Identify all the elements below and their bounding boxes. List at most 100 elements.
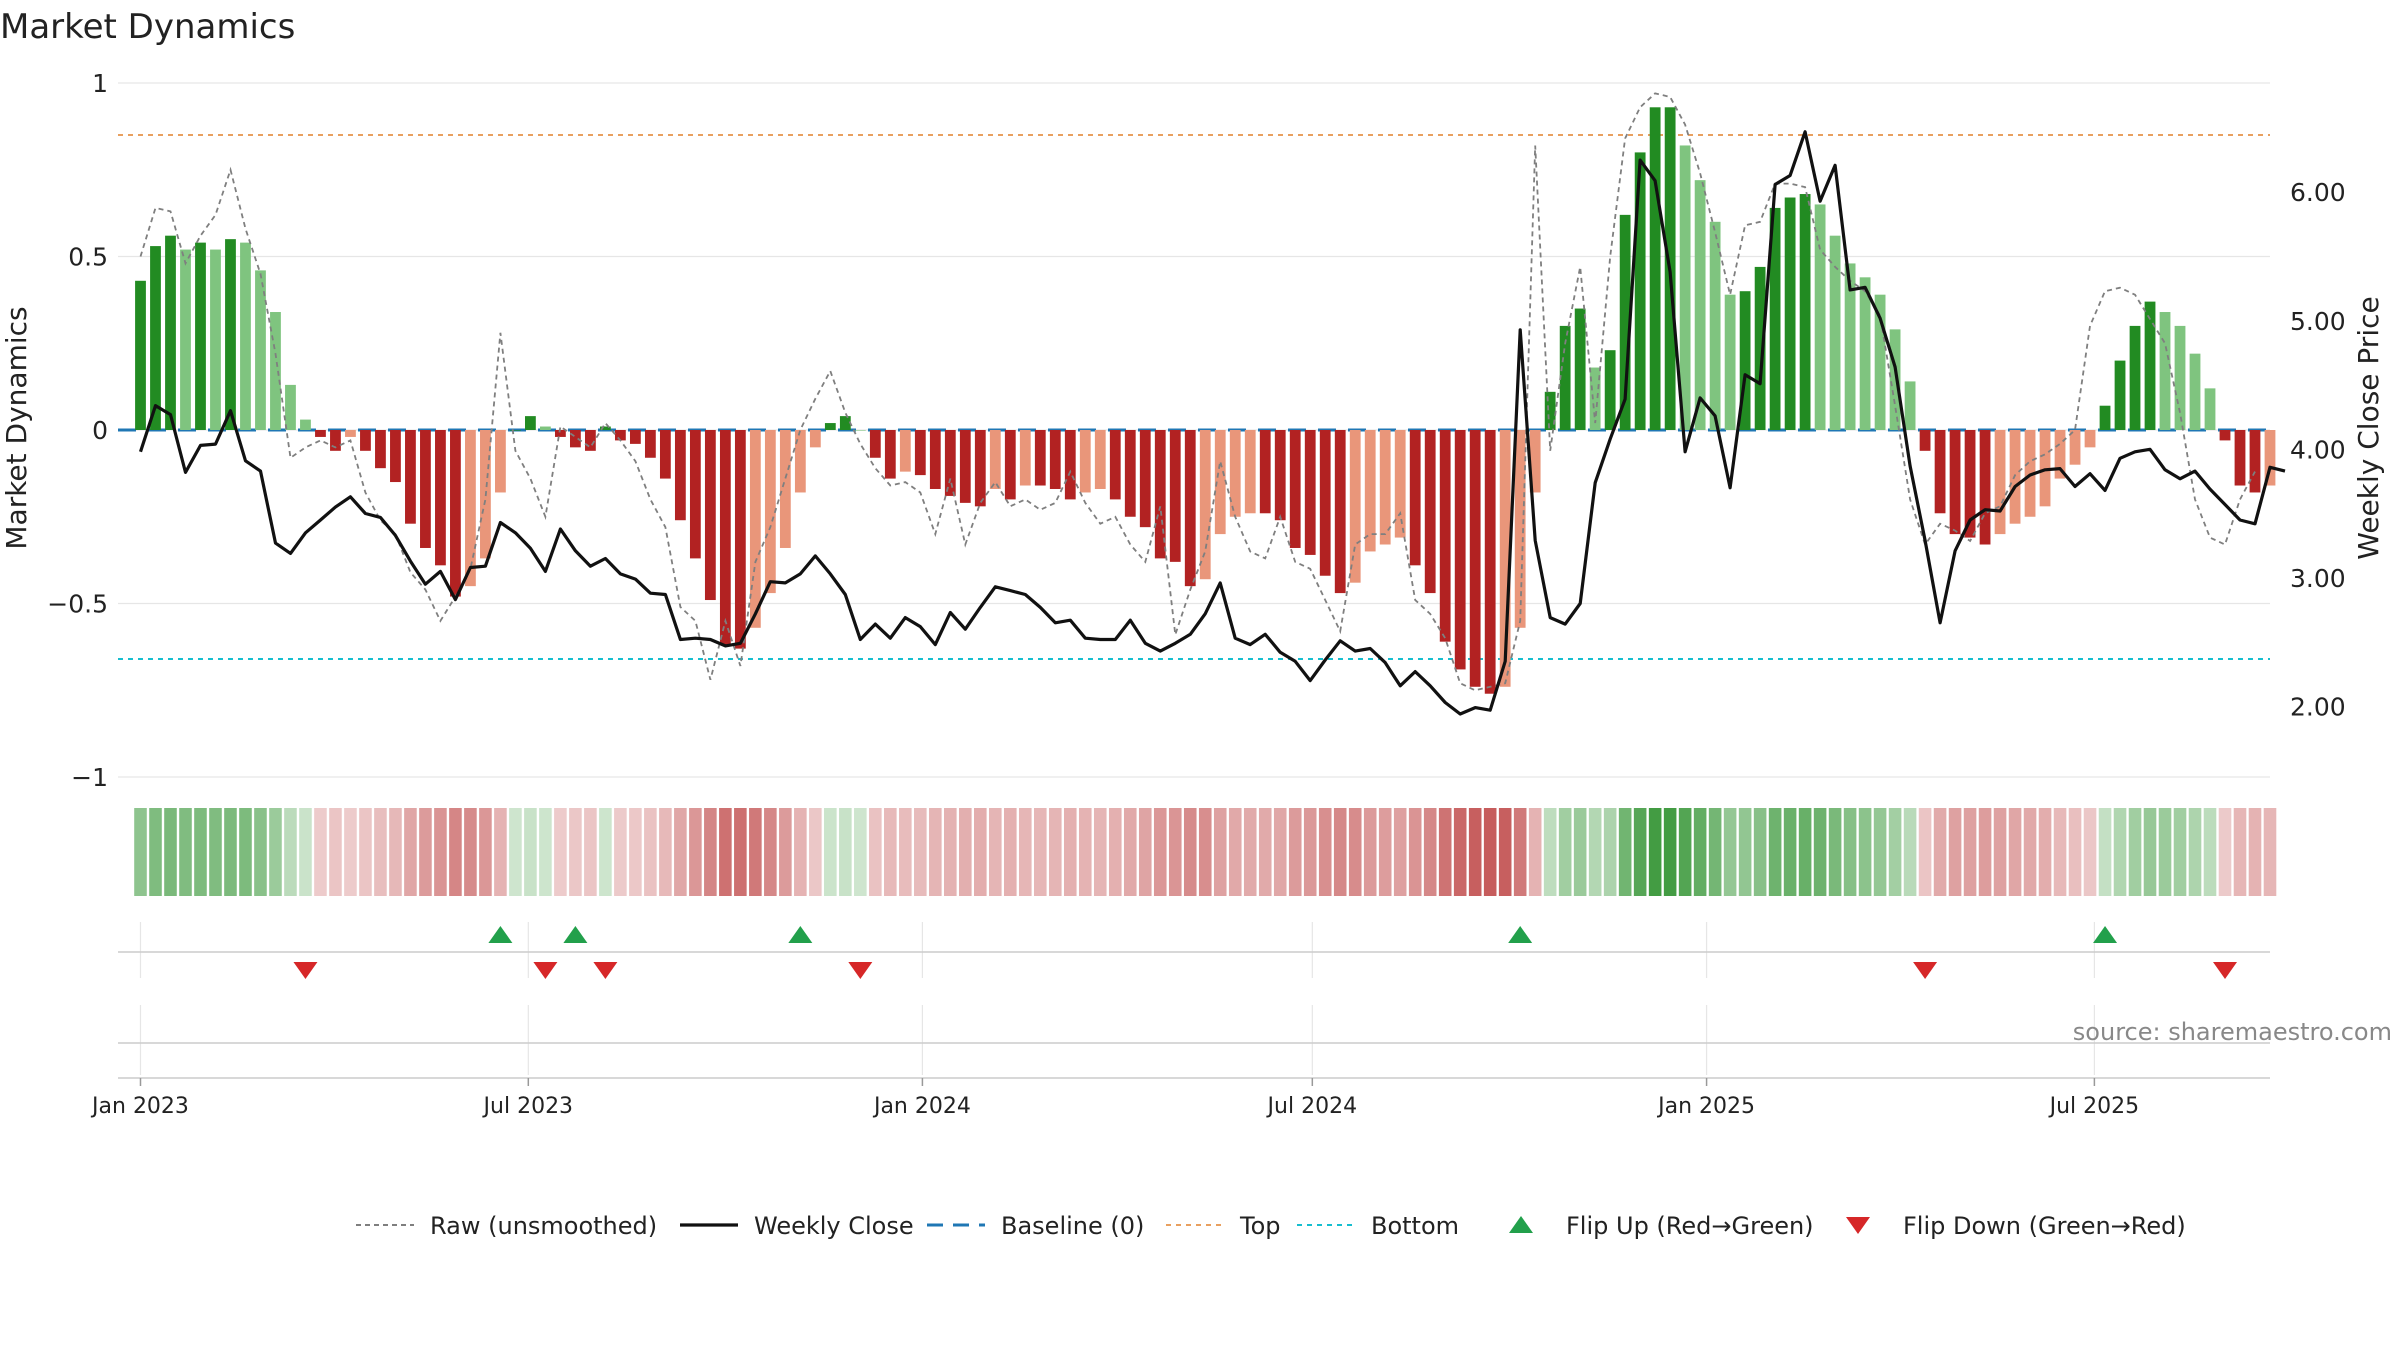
regime-strip-cell [959,808,972,896]
market-dynamics-bar [1364,430,1376,552]
regime-strip-cell [659,808,672,896]
market-dynamics-bar [2144,301,2156,430]
regime-strip-cell [1813,808,1827,896]
chart-legend: Raw (unsmoothed) Weekly Close Baseline (0)… [356,1212,2186,1240]
regime-strip-cell [899,808,912,896]
market-dynamics-bar [1229,430,1241,517]
regime-strip-cell [419,808,432,896]
regime-strip-cell [269,808,282,896]
regime-strip-cell [2158,808,2172,896]
regime-strip-cell [1483,808,1497,896]
x-tick-label: Jul 2024 [1266,1094,1358,1119]
market-dynamics-bar [704,430,716,601]
x-tick-label: Jan 2023 [90,1094,189,1119]
regime-strip-cell [1168,808,1182,896]
regime-strip-cell [1738,808,1752,896]
market-dynamics-bar [884,430,896,479]
legend-label-baseline: Baseline (0) [1001,1212,1144,1240]
regime-strip-cell [2173,808,2187,896]
market-dynamics-bar [2054,430,2066,479]
regime-strip-cell [464,808,477,896]
market-dynamics-bar [1709,221,1721,430]
market-dynamics-bar [1019,430,1031,486]
x-tick-label: Jul 2023 [482,1094,574,1119]
market-dynamics-bar [510,430,521,431]
market-dynamics-bar [734,430,746,649]
regime-strip-cell [134,808,147,896]
market-dynamics-bar [929,430,941,489]
market-dynamics-bar [1529,430,1541,493]
regime-strip-cell [1213,808,1227,896]
market-dynamics-bar [2069,430,2081,465]
regime-strip-cell [1978,808,1992,896]
regime-strip-cell [1378,808,1392,896]
market-dynamics-bar [1079,430,1091,493]
regime-strip-cell [509,808,522,896]
regime-strip-cell [1243,808,1257,896]
regime-strip-cell [2098,808,2112,896]
market-dynamics-bar [1199,430,1211,580]
x-tick-label: Jan 2025 [1656,1094,1755,1119]
regime-strip-cell [1288,808,1302,896]
regime-strip-cell [689,808,702,896]
flip-up-marker [1508,926,1533,943]
regime-strip-cell [1513,808,1527,896]
market-dynamics-bar [1964,430,1976,538]
x-tick-label: Jan 2024 [872,1094,971,1119]
y2-tick-label: 4.00 [2290,435,2346,464]
regime-strip-cell [1693,808,1707,896]
market-dynamics-bar [1034,430,1046,486]
regime-strip-cell [1438,808,1452,896]
market-dynamics-bar [1319,430,1331,576]
market-dynamics-bar [1424,430,1436,594]
market-dynamics-bar [1799,194,1811,430]
y2-tick-label: 5.00 [2290,307,2346,336]
regime-strip-cell [194,808,207,896]
regime-strip-cell [1078,808,1092,896]
regime-strip-cell [1603,808,1617,896]
market-dynamics-bar [2204,388,2216,430]
regime-strip-cell [434,808,447,896]
market-dynamics-bar [1979,430,1991,545]
regime-strip-cell [1198,808,1212,896]
market-dynamics-bar [794,430,806,493]
market-dynamics-bar [135,280,146,430]
market-dynamics-bar [2219,430,2231,441]
market-dynamics-bar [1604,350,1616,430]
regime-strip-cell [1888,808,1902,896]
market-dynamics-bar [540,426,551,430]
regime-strip-cell [2113,808,2127,896]
market-dynamics-bar [1889,329,1901,430]
flip-up-marker [2093,926,2118,943]
market-dynamics-bar [1094,430,1106,489]
regime-strip-cell [2263,808,2277,896]
regime-strip-cell [1033,808,1047,896]
regime-strip-cell [1843,808,1857,896]
raw-unsmoothed-series [139,92,2256,692]
regime-strip-cell [824,808,837,896]
market-dynamics-bar [1109,430,1121,500]
market-dynamics-bar [1769,207,1781,430]
y-tick-label: 0.5 [68,243,108,272]
regime-strip-cell [329,808,342,896]
regime-strip-cell [569,808,582,896]
regime-strip-cell [1573,808,1587,896]
regime-strip-cell [1003,808,1017,896]
y2-tick-label: 2.00 [2290,692,2346,721]
regime-strip-cell [764,808,777,896]
market-dynamics-bar [300,419,311,430]
regime-strip-cell [1708,808,1722,896]
regime-strip-cell [719,808,732,896]
flip-markers-panel [118,922,2270,979]
market-dynamics-bar [2039,430,2051,507]
regime-strip-cell [404,808,417,896]
regime-strip-cell [1318,808,1332,896]
x-tick-label: Jul 2025 [2048,1094,2140,1119]
regime-strip-cell [1333,808,1347,896]
weekly-close-line [138,130,2286,716]
regime-strip-cell [1543,808,1557,896]
market-dynamics-bar [1049,430,1061,489]
market-dynamics-bar [1904,381,1916,430]
regime-strip-cell [2233,808,2247,896]
